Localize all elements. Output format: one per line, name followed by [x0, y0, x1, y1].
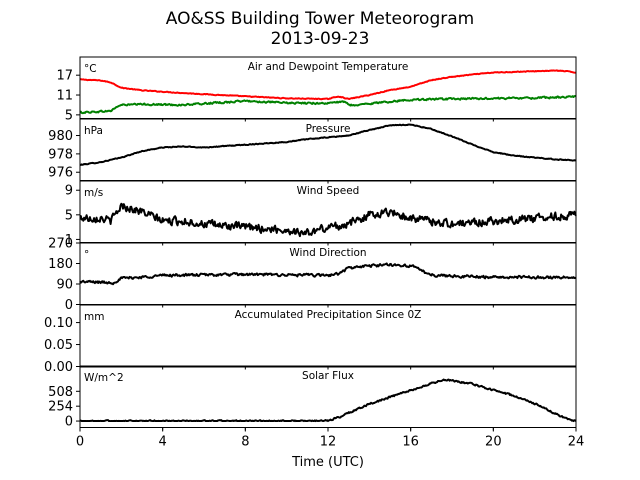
- ytick-label-solar_flux: 508: [48, 385, 73, 400]
- ytick-label-wind_direction: 90: [56, 278, 73, 293]
- series-line-wind_speed-0: [79, 202, 577, 238]
- panel-unit-wind_speed: m/s: [84, 187, 103, 199]
- panel-title-wind_speed: Wind Speed: [297, 185, 360, 197]
- xtick-label: 24: [568, 435, 585, 450]
- panel-wind_direction: 0 90 180 270 ° Wind Direction: [48, 237, 577, 313]
- ytick-label-temperature: 11: [56, 89, 73, 104]
- series-line-wind_direction-0: [79, 262, 577, 286]
- panel-temperature: 5 11 17 °C Air and Dewpoint Temperature: [56, 56, 577, 123]
- series-line-pressure-0: [79, 123, 577, 166]
- ytick-label-precipitation: 0.10: [44, 316, 73, 331]
- panel-title-temperature: Air and Dewpoint Temperature: [248, 61, 409, 73]
- xtick-label: 4: [159, 435, 167, 450]
- ytick-label-temperature: 17: [56, 69, 73, 84]
- ytick-label-wind_direction: 0: [65, 298, 73, 313]
- xtick-label: 8: [241, 435, 249, 450]
- panel-unit-wind_direction: °: [84, 249, 89, 261]
- ytick-label-precipitation: 0.05: [44, 338, 73, 353]
- series-line-solar_flux-0: [79, 378, 577, 423]
- xtick-label: 16: [402, 435, 419, 450]
- ytick-label-pressure: 980: [48, 129, 73, 144]
- panel-unit-temperature: °C: [84, 63, 97, 75]
- panel-title-precipitation: Accumulated Precipitation Since 0Z: [235, 309, 422, 321]
- xtick-label: 12: [320, 435, 337, 450]
- panel-wind_speed: 1 5 9 m/s Wind Speed: [65, 180, 577, 248]
- x-axis: 0 4 8 12 16 20 24: [76, 427, 585, 450]
- ytick-label-pressure: 978: [48, 147, 73, 162]
- panel-unit-precipitation: mm: [84, 311, 104, 323]
- panel-unit-pressure: hPa: [84, 125, 103, 137]
- ytick-label-wind_speed: 9: [65, 184, 73, 199]
- xtick-label: 0: [76, 435, 84, 450]
- ytick-label-solar_flux: 254: [48, 400, 73, 415]
- ytick-label-wind_direction: 270: [48, 237, 73, 252]
- ytick-label-wind_speed: 5: [65, 208, 73, 223]
- xtick-label: 20: [485, 435, 502, 450]
- panel-title-solar_flux: Solar Flux: [302, 370, 354, 382]
- panel-title-pressure: Pressure: [306, 123, 351, 135]
- series-line-temperature-0: [79, 69, 577, 101]
- chart-title: AO&SS Building Tower Meteorogram: [166, 9, 474, 29]
- ytick-label-pressure: 976: [48, 166, 73, 181]
- ytick-label-solar_flux: 0: [65, 415, 73, 430]
- panel-pressure: 976 978 980 hPa Pressure: [48, 118, 577, 184]
- panel-title-wind_direction: Wind Direction: [289, 247, 366, 259]
- x-axis-label: Time (UTC): [291, 455, 364, 470]
- ytick-label-wind_speed: 1: [65, 233, 73, 248]
- ytick-label-wind_direction: 180: [48, 257, 73, 272]
- ytick-label-temperature: 5: [65, 108, 73, 123]
- chart-subtitle: 2013-09-23: [271, 29, 370, 49]
- ytick-label-precipitation: 0.00: [44, 360, 73, 375]
- series-line-temperature-1: [79, 95, 577, 115]
- panel-unit-solar_flux: W/m^2: [84, 372, 124, 384]
